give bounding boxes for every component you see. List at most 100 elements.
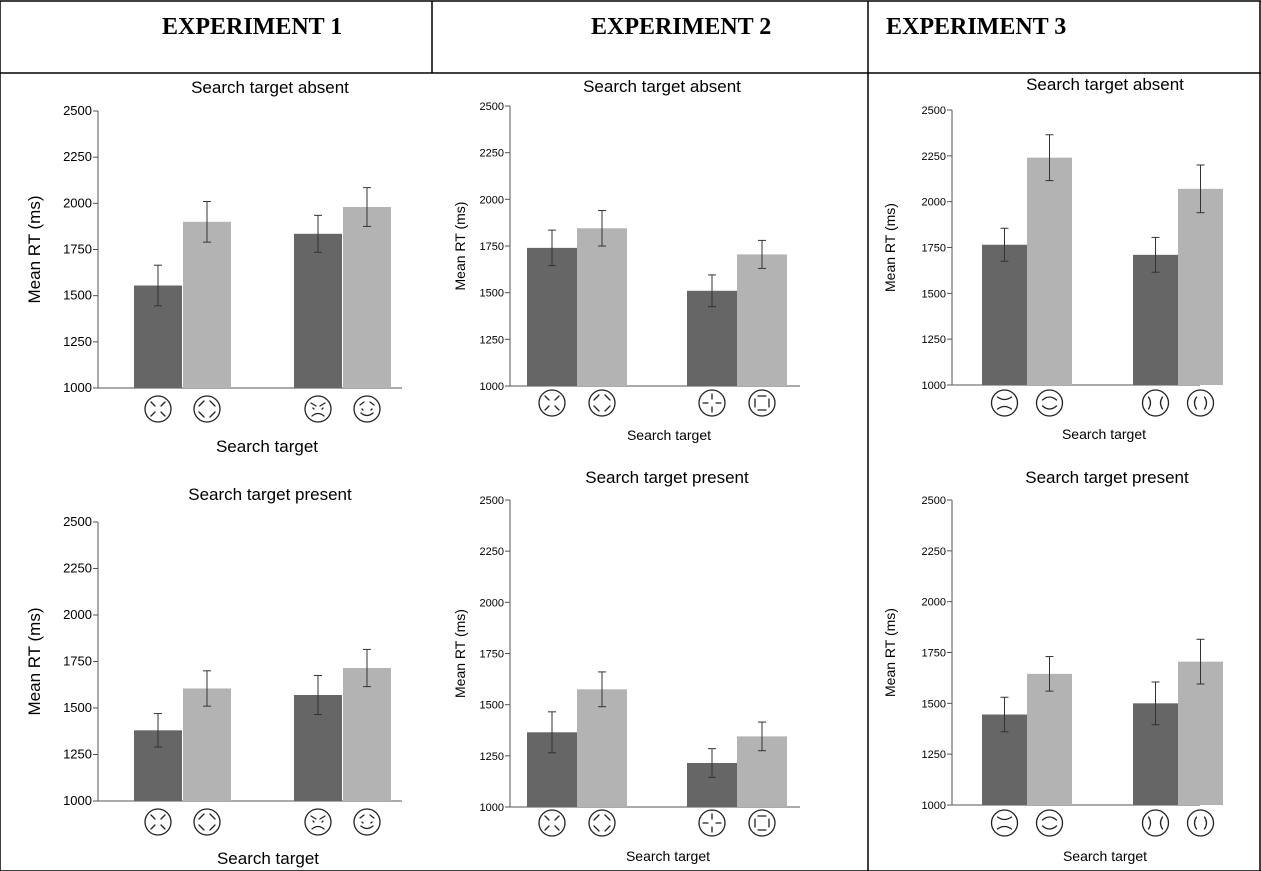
- y-tick-label: 1000: [922, 800, 946, 812]
- bar: [1133, 254, 1178, 385]
- inward-parens-face-icon: [1141, 809, 1170, 837]
- y-tick-label: 2000: [922, 597, 946, 609]
- face-outline: [1141, 389, 1170, 417]
- y-tick-label: 1750: [480, 649, 504, 661]
- face-feature: [544, 395, 560, 411]
- face-outline: [1035, 809, 1064, 837]
- angry-face-icon: [304, 808, 332, 836]
- y-tick-label: 1500: [63, 288, 92, 303]
- face-feature: [544, 815, 560, 831]
- face-outline: [144, 395, 172, 423]
- y-axis-label: Mean RT (ms): [882, 608, 898, 697]
- y-axis-label: Mean RT (ms): [25, 607, 44, 715]
- bar: [527, 247, 577, 386]
- chart-title: Search target absent: [1026, 75, 1184, 94]
- y-axis-label: Mean RT (ms): [452, 609, 468, 698]
- diamond-features-face-icon: [193, 395, 221, 423]
- bar: [1178, 661, 1223, 805]
- header-experiment-3: EXPERIMENT 3: [886, 14, 1066, 40]
- y-tick-label: 1000: [480, 802, 504, 814]
- y-axis-label: Mean RT (ms): [882, 203, 898, 292]
- face-outline: [193, 395, 221, 423]
- face-outline: [990, 389, 1019, 417]
- y-axis-label: Mean RT (ms): [25, 195, 44, 303]
- cross-features-face-icon: [698, 809, 726, 837]
- face-outline: [304, 808, 332, 836]
- chart-title: Search target present: [1025, 468, 1189, 487]
- y-tick-label: 1750: [63, 242, 92, 257]
- y-tick-label: 1250: [922, 334, 946, 346]
- y-tick-label: 1750: [922, 648, 946, 660]
- y-tick-label: 2000: [922, 197, 946, 209]
- chart-title: Search target absent: [583, 77, 741, 96]
- y-tick-label: 1000: [480, 381, 504, 393]
- chart-title: Search target absent: [191, 78, 349, 97]
- x-axis-label: Search target: [626, 848, 710, 864]
- face-feature: [1147, 816, 1164, 830]
- face-feature: [310, 815, 326, 830]
- y-tick-label: 1500: [63, 700, 92, 715]
- chart-panel: Search target present 1000 1250 1500 1750 200…: [882, 468, 1223, 864]
- bar: [1178, 188, 1223, 385]
- chart-panel: Search target absent 1000 1250 1500 1750 2000…: [452, 77, 800, 443]
- face-outline: [990, 809, 1019, 837]
- face-outline: [193, 808, 221, 836]
- charts-layer: Search target absent 1000 1250 1500 1750 2000…: [25, 75, 1223, 868]
- face-feature: [1193, 396, 1208, 410]
- face-feature: [198, 400, 216, 418]
- face-feature: [996, 396, 1013, 410]
- x-features-face-icon: [144, 395, 172, 423]
- face-outline: [748, 809, 776, 837]
- face-outline: [538, 389, 566, 417]
- face-feature: [593, 814, 611, 832]
- y-tick-label: 1000: [922, 380, 946, 392]
- face-feature: [754, 395, 770, 411]
- face-outline: [353, 808, 381, 836]
- face-feature: [310, 402, 326, 417]
- y-tick-label: 2250: [480, 546, 504, 558]
- y-axis-label: Mean RT (ms): [452, 202, 468, 291]
- x-axis-label: Search target: [627, 427, 711, 443]
- bar: [737, 254, 787, 386]
- y-tick-label: 2250: [922, 151, 946, 163]
- y-tick-label: 2250: [480, 148, 504, 160]
- face-outline: [1186, 389, 1215, 417]
- y-tick-label: 1750: [63, 654, 92, 669]
- y-tick-label: 2000: [480, 194, 504, 206]
- angry-face-icon: [304, 395, 332, 423]
- face-feature: [1193, 816, 1208, 830]
- y-tick-label: 1500: [480, 288, 504, 300]
- bar: [577, 689, 627, 807]
- face-outline: [353, 395, 381, 423]
- bar: [982, 244, 1027, 385]
- outward-parens-face-icon: [1186, 809, 1215, 837]
- bar: [343, 668, 391, 801]
- y-tick-label: 1250: [922, 749, 946, 761]
- chart-title: Search target present: [188, 485, 352, 504]
- face-feature: [1041, 816, 1058, 830]
- y-tick-label: 2500: [480, 495, 504, 507]
- chart-panel: Search target absent 1000 1250 1500 1750 2000…: [25, 78, 402, 456]
- square-features-face-icon: [748, 389, 776, 417]
- y-tick-label: 2500: [63, 103, 92, 118]
- chart-panel: Search target present 1000 1250 1500 1750 200…: [25, 485, 402, 868]
- bar: [343, 207, 391, 388]
- face-outline: [698, 389, 726, 417]
- x-features-face-icon: [538, 389, 566, 417]
- square-features-face-icon: [748, 809, 776, 837]
- face-outline: [698, 809, 726, 837]
- diamond-features-face-icon: [588, 809, 616, 837]
- y-tick-label: 1250: [63, 747, 92, 762]
- y-tick-label: 2500: [63, 514, 92, 529]
- y-tick-label: 2000: [63, 195, 92, 210]
- y-tick-label: 2250: [63, 149, 92, 164]
- diamond-features-face-icon: [588, 389, 616, 417]
- y-tick-label: 1750: [480, 241, 504, 253]
- x-axis-label: Search target: [1063, 848, 1147, 864]
- y-tick-label: 1250: [480, 751, 504, 763]
- y-tick-label: 1750: [922, 243, 946, 255]
- y-tick-label: 1000: [63, 380, 92, 395]
- chart-panel: Search target present 1000 1250 1500 1750 200…: [452, 468, 800, 864]
- y-tick-label: 1250: [63, 334, 92, 349]
